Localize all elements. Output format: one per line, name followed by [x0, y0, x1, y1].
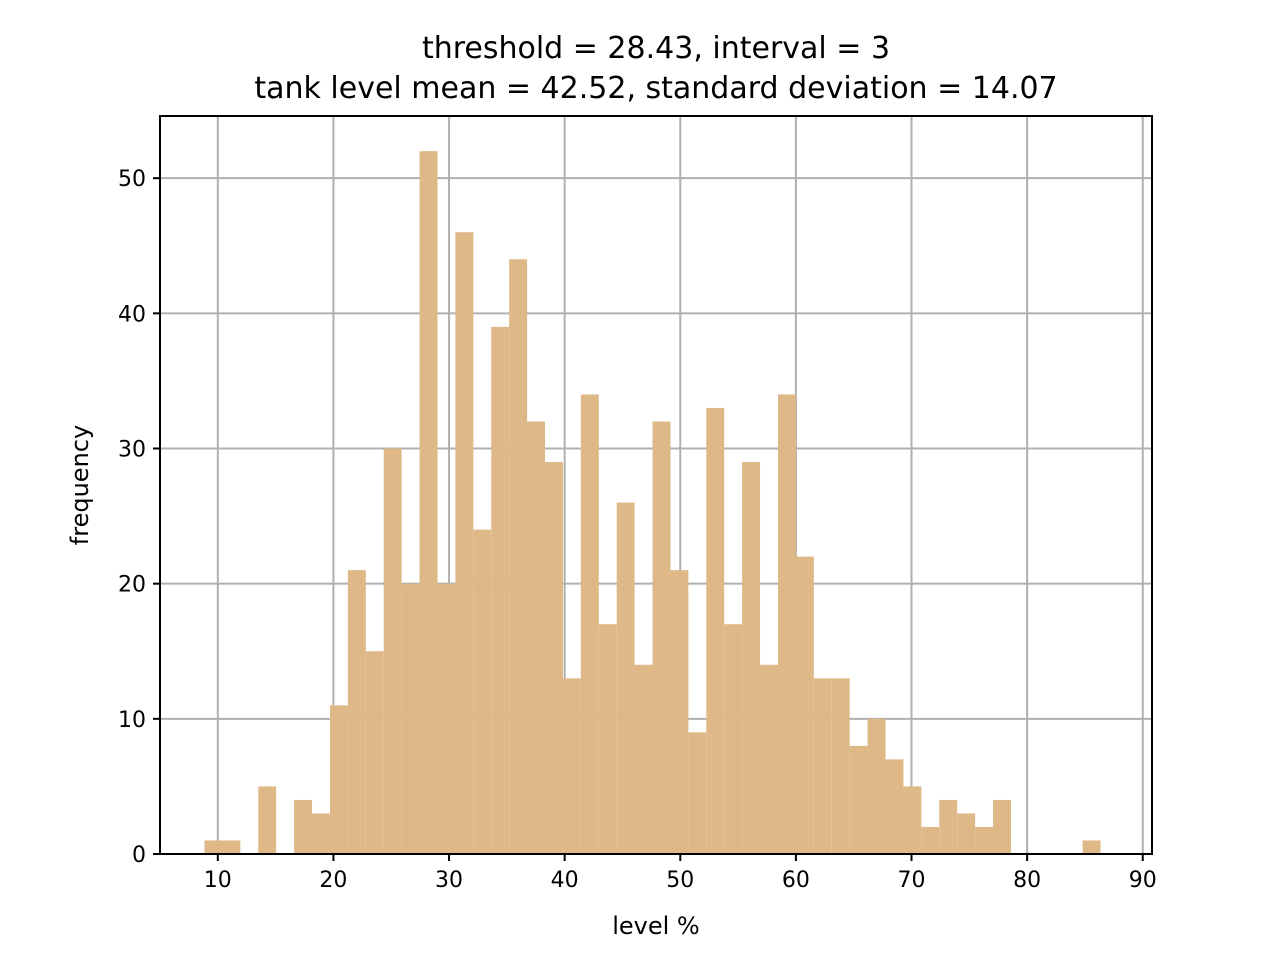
y-axis-label: frequency — [66, 425, 94, 545]
histogram-bar — [437, 583, 456, 854]
histogram-bar — [724, 624, 743, 854]
histogram-bar — [957, 813, 976, 854]
histogram-bar — [294, 799, 313, 854]
histogram-bar — [401, 583, 420, 854]
x-tick-label: 90 — [1129, 868, 1157, 893]
x-tick-label: 40 — [551, 868, 579, 893]
histogram-bar — [527, 421, 546, 854]
histogram-bar — [867, 718, 886, 854]
plot-frame — [159, 115, 1153, 855]
x-tick-label: 10 — [204, 868, 232, 893]
x-axis-ticks: 10 20 30 40 50 60 70 80 90 — [204, 854, 1157, 893]
chart-title-line-2: tank level mean = 42.52, standard deviat… — [254, 71, 1057, 106]
histogram-bar — [921, 826, 940, 854]
histogram-bar — [562, 678, 581, 854]
y-tick-label: 40 — [118, 302, 146, 327]
histogram-bar — [329, 705, 348, 854]
histogram-bar — [509, 259, 528, 854]
histogram-bar — [204, 840, 223, 854]
histogram-bar — [634, 664, 653, 854]
y-tick-label: 20 — [118, 573, 146, 598]
histogram-bar — [545, 462, 563, 854]
histogram-bar — [939, 799, 958, 854]
y-tick-label: 30 — [118, 438, 146, 463]
histogram-bar — [473, 529, 492, 854]
histogram-bar — [1082, 840, 1101, 854]
histogram-bar — [831, 678, 850, 854]
histogram-bar — [652, 421, 671, 854]
histogram-bars — [204, 151, 1101, 855]
histogram-bar — [455, 232, 474, 854]
y-axis-ticks: 0 10 20 30 40 50 — [118, 167, 160, 868]
chart-title-line-1: threshold = 28.43, interval = 3 — [422, 31, 890, 66]
histogram-bar — [258, 786, 277, 854]
histogram-bar — [903, 786, 922, 854]
y-tick-label: 10 — [118, 708, 146, 733]
histogram-bar — [813, 678, 832, 854]
histogram-bar — [347, 570, 366, 854]
histogram-bar — [975, 826, 994, 854]
histogram-bar — [670, 570, 689, 854]
histogram-bar — [688, 732, 707, 854]
histogram-bar — [222, 840, 241, 854]
x-tick-label: 70 — [898, 868, 926, 893]
x-tick-label: 50 — [666, 868, 694, 893]
histogram-bar — [885, 759, 904, 854]
x-tick-label: 30 — [435, 868, 463, 893]
histogram-bar — [383, 448, 402, 854]
y-tick-label: 0 — [132, 843, 146, 868]
histogram-bar — [849, 745, 868, 854]
histogram-bar — [742, 462, 761, 854]
histogram-bar — [777, 394, 796, 854]
histogram-bar — [760, 664, 778, 854]
x-tick-label: 60 — [782, 868, 810, 893]
histogram-bar — [491, 326, 510, 854]
histogram-bar — [419, 151, 438, 855]
histogram-bar — [993, 799, 1011, 854]
x-tick-label: 80 — [1013, 868, 1041, 893]
x-axis-label: level % — [612, 912, 700, 940]
histogram-bar — [312, 813, 330, 854]
histogram-bar — [598, 624, 617, 854]
histogram-bar — [706, 407, 725, 854]
histogram-bar — [795, 556, 814, 854]
histogram-bar — [580, 394, 599, 854]
x-tick-label: 20 — [319, 868, 347, 893]
histogram-bar — [616, 502, 635, 854]
histogram-bar — [365, 651, 384, 854]
y-tick-label: 50 — [118, 167, 146, 192]
